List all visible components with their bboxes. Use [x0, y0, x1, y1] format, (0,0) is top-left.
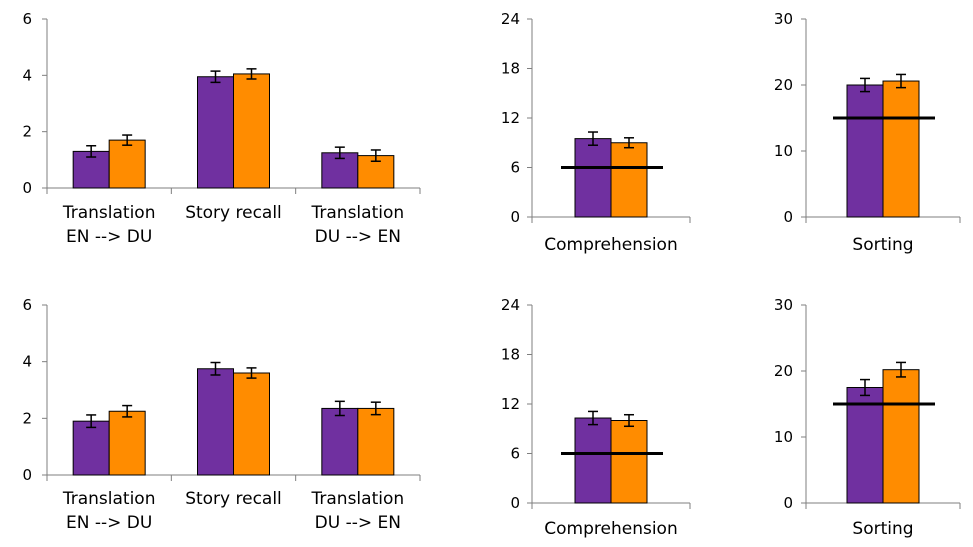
x-tick-label-line: Sorting	[852, 519, 913, 539]
x-tick-label-line: Comprehension	[544, 519, 677, 539]
y-tick-label: 6	[510, 445, 520, 463]
bar	[197, 368, 234, 476]
x-tick-label-line: Story recall	[185, 489, 282, 509]
chart-panel-5: 0 6 12 18 24 Comprehension	[501, 296, 691, 539]
x-tick-label: Story recall	[185, 203, 282, 223]
x-tick-label-line: DU --> EN	[315, 513, 401, 533]
x-tick-label: Translation EN --> DU	[62, 203, 156, 247]
x-tick-label-line: Translation	[62, 203, 156, 223]
y-tick-label: 0	[783, 208, 793, 226]
x-tick-label-line: Translation	[311, 203, 405, 223]
bar	[108, 139, 146, 189]
x-tick-label: Translation EN --> DU	[62, 489, 156, 533]
chart-panel-6: 0 10 20 30 Sorting	[774, 296, 961, 539]
x-tick-label: Sorting	[852, 235, 913, 255]
x-tick-label-line: Sorting	[852, 235, 913, 255]
bar	[197, 76, 234, 189]
bar	[882, 80, 920, 218]
chart-panel-3: 0 10 20 30 Sorting	[774, 10, 961, 255]
x-tick-label: Translation DU --> EN	[311, 203, 405, 247]
bar	[108, 410, 146, 476]
y-tick-label: 12	[501, 109, 520, 127]
y-tick-label: 4	[22, 353, 32, 371]
bar	[321, 407, 359, 476]
y-tick-label: 6	[510, 159, 520, 177]
bar	[233, 73, 270, 189]
y-tick-label: 20	[774, 76, 793, 94]
x-tick-label-line: Comprehension	[544, 235, 677, 255]
y-tick-label: 0	[22, 179, 32, 197]
y-tick-label: 10	[774, 142, 793, 160]
y-tick-label: 4	[22, 66, 32, 84]
x-tick-label: Story recall	[185, 489, 282, 509]
bar	[610, 142, 648, 218]
x-tick-label-line: DU --> EN	[315, 227, 401, 247]
y-tick-label: 0	[783, 494, 793, 512]
y-tick-label: 2	[22, 123, 32, 141]
y-tick-label: 2	[22, 409, 32, 427]
x-tick-label-line: Translation	[311, 489, 405, 509]
y-tick-label: 20	[774, 362, 793, 380]
y-tick-label: 24	[501, 10, 520, 28]
bar	[233, 372, 270, 476]
x-tick-label: Comprehension	[544, 235, 677, 255]
y-tick-label: 6	[22, 10, 32, 28]
bar	[574, 138, 612, 218]
y-tick-label: 30	[774, 10, 793, 28]
y-tick-label: 0	[510, 208, 520, 226]
y-tick-label: 24	[501, 296, 520, 314]
bar	[72, 420, 110, 476]
x-tick-label-line: EN --> DU	[66, 227, 152, 247]
bar	[882, 369, 920, 504]
chart-panel-4: 0 2 4 6 Translation EN --> DU Story recall Tran…	[22, 296, 421, 533]
x-tick-label: Comprehension	[544, 519, 677, 539]
y-tick-label: 0	[510, 494, 520, 512]
bar	[846, 84, 884, 218]
x-tick-label: Translation DU --> EN	[311, 489, 405, 533]
chart-panel-2: 0 6 12 18 24 Comprehension	[501, 10, 691, 255]
x-tick-label-line: Translation	[62, 489, 156, 509]
x-tick-label-line: Story recall	[185, 203, 282, 223]
bar	[610, 420, 648, 504]
y-tick-label: 18	[501, 60, 520, 78]
x-tick-label: Sorting	[852, 519, 913, 539]
y-tick-label: 12	[501, 395, 520, 413]
y-tick-label: 30	[774, 296, 793, 314]
y-tick-label: 18	[501, 346, 520, 364]
y-tick-label: 0	[22, 466, 32, 484]
y-tick-label: 10	[774, 428, 793, 446]
y-tick-label: 6	[22, 296, 32, 314]
bar	[357, 407, 395, 476]
bar	[846, 387, 884, 504]
chart-panel-1: 0 2 4 6 Translation EN --> DU Story recall Tran…	[22, 10, 421, 247]
bar	[574, 417, 612, 504]
x-tick-label-line: EN --> DU	[66, 513, 152, 533]
